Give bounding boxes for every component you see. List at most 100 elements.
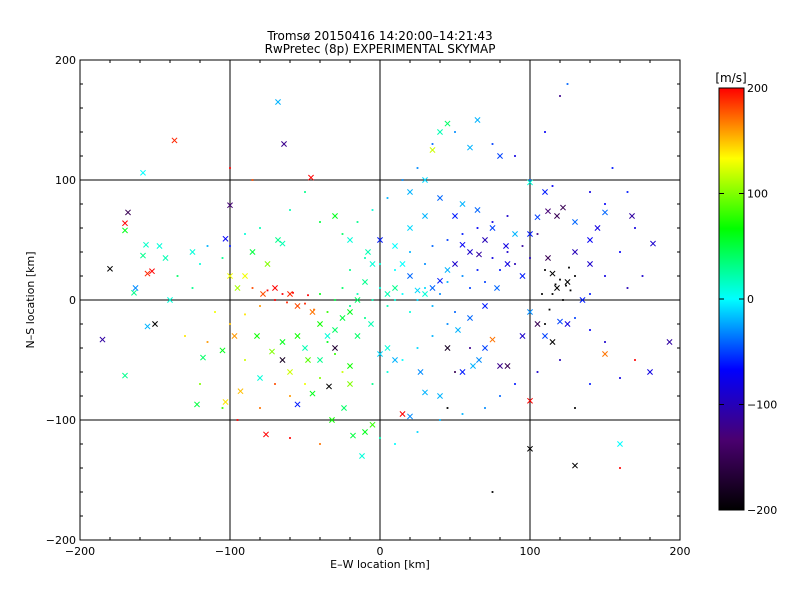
data-point-x [317, 357, 323, 363]
data-point-dot [401, 179, 404, 181]
data-point-x [324, 333, 331, 339]
y-tick-label: 0 [69, 294, 76, 307]
data-point-x [482, 345, 488, 351]
data-point-x [422, 291, 428, 297]
data-point-x [467, 315, 473, 321]
data-point-x [504, 261, 511, 267]
data-point-dot [386, 371, 389, 373]
chart-subtitle: RwPretec (8p) EXPERIMENTAL SKYMAP [265, 42, 496, 56]
data-point-dot [626, 287, 629, 289]
data-point-dot [191, 287, 194, 289]
data-point-x [422, 177, 428, 183]
data-point-dot [544, 131, 546, 133]
data-point-dot [236, 419, 239, 421]
data-point-dot [386, 197, 389, 199]
data-point-x [572, 219, 578, 225]
colorbar-tick-label: −200 [747, 504, 777, 517]
data-point-dot [544, 269, 546, 271]
data-point-x [143, 241, 149, 248]
data-point-x [125, 209, 131, 216]
y-tick-label: −200 [46, 534, 76, 547]
data-point-dot [274, 299, 276, 301]
data-point-x [476, 251, 482, 258]
data-point-x [542, 333, 548, 339]
data-point-x [369, 421, 376, 428]
data-point-x [254, 333, 260, 339]
data-point-x [275, 99, 281, 105]
data-point-x [474, 117, 481, 123]
data-point-dot [304, 302, 306, 305]
data-point-x [647, 369, 653, 375]
data-point-dot [589, 329, 591, 331]
data-point-dot [379, 437, 381, 439]
colorbar-ticks: 200 100 0 −100 −200 [719, 82, 777, 517]
data-point-dot [364, 317, 366, 319]
data-point-dot [416, 299, 419, 301]
data-point-x [437, 195, 443, 201]
data-point-dot [292, 291, 294, 294]
data-point-x [429, 147, 436, 153]
data-point-x [497, 153, 503, 159]
data-point-dot [536, 233, 539, 235]
data-point-x [414, 287, 421, 294]
data-point-dot [341, 287, 344, 289]
axis-tick-labels: −200 −100 0 100 200 −200 −100 0 100 200 [46, 54, 691, 558]
data-point-dot [446, 239, 449, 241]
data-point-dot [569, 289, 572, 292]
data-point-x [200, 354, 206, 361]
data-point-dot [409, 311, 411, 313]
data-point-x [227, 202, 233, 209]
data-point-dot [544, 323, 546, 325]
data-point-x [594, 225, 601, 231]
data-point-dot [626, 191, 629, 193]
data-point-x [474, 207, 481, 213]
data-point-dot [641, 275, 644, 277]
data-point-x [272, 285, 278, 291]
data-point-x [122, 227, 128, 234]
data-point-x [308, 174, 314, 181]
data-point-dot [319, 221, 321, 223]
data-point-dot [514, 155, 516, 157]
data-point-dot [206, 341, 209, 343]
data-point-x [437, 129, 443, 135]
colorbar-label: [m/s] [715, 71, 746, 85]
data-point-x [281, 141, 287, 147]
data-point-x [365, 249, 371, 255]
data-point-dot [521, 245, 524, 247]
data-point-x [140, 252, 146, 259]
data-point-dot [244, 233, 246, 235]
data-point-x [347, 237, 353, 243]
data-point-x [279, 240, 286, 247]
data-point-dot [401, 359, 404, 361]
data-point-dot [356, 293, 359, 295]
x-tick-label: −100 [215, 545, 245, 558]
data-point-x [494, 285, 500, 291]
data-point-dot [499, 269, 501, 271]
colorbar-tick-label: −100 [747, 399, 777, 412]
y-axis-label: N–S location [km] [24, 251, 37, 348]
data-point-dot [416, 431, 419, 433]
data-point-x [452, 261, 458, 267]
data-point-dot [589, 383, 591, 385]
data-point-dot [184, 335, 186, 337]
data-point-dot [379, 287, 381, 289]
data-point-x [542, 189, 548, 195]
data-point-x [629, 213, 635, 219]
data-point-dot [364, 257, 366, 259]
data-point-dot [439, 419, 441, 421]
data-point-x [422, 213, 428, 219]
colorbar: [m/s] 200 100 0 −100 −200 [715, 71, 777, 517]
data-point-x [527, 445, 533, 452]
x-tick-label: 100 [520, 545, 541, 558]
data-point-x [587, 237, 593, 243]
data-point-x [263, 431, 269, 438]
data-point-dot [229, 323, 231, 325]
grid-lines [80, 60, 680, 540]
data-point-x [534, 214, 541, 221]
data-point-dot [529, 257, 531, 259]
data-point-dot [551, 185, 554, 187]
data-point-x [260, 291, 266, 297]
data-point-x [347, 309, 353, 315]
data-point-x [122, 220, 128, 227]
data-point-dot [551, 293, 554, 295]
